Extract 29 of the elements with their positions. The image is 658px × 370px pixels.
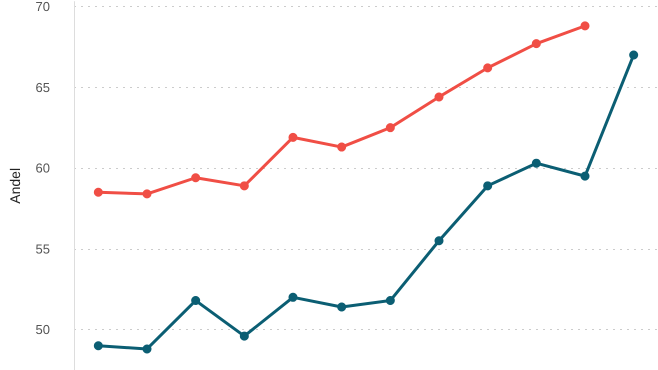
- point: [434, 92, 444, 102]
- y-tick-label: 55: [36, 241, 50, 256]
- point: [337, 302, 346, 312]
- point: [483, 181, 492, 190]
- point: [629, 50, 638, 60]
- point: [483, 63, 492, 72]
- point: [288, 292, 298, 302]
- point: [580, 21, 590, 30]
- y-tick-label: 50: [36, 322, 50, 338]
- y-tick-label: 65: [36, 80, 50, 95]
- y-tick-label: 70: [36, 0, 50, 14]
- point: [532, 158, 541, 168]
- point: [580, 172, 590, 181]
- point: [191, 296, 200, 306]
- point: [240, 181, 249, 190]
- point: [94, 341, 103, 350]
- point: [142, 344, 152, 354]
- point: [337, 142, 346, 152]
- y-tick-label: 60: [36, 160, 50, 176]
- y-axis-title: Andel: [7, 168, 23, 204]
- point: [94, 188, 103, 197]
- point: [191, 173, 200, 182]
- point: [288, 132, 298, 142]
- point: [532, 39, 541, 48]
- point: [240, 332, 249, 341]
- point: [386, 123, 395, 132]
- point: [386, 296, 395, 306]
- point: [434, 236, 444, 246]
- point: [142, 189, 152, 198]
